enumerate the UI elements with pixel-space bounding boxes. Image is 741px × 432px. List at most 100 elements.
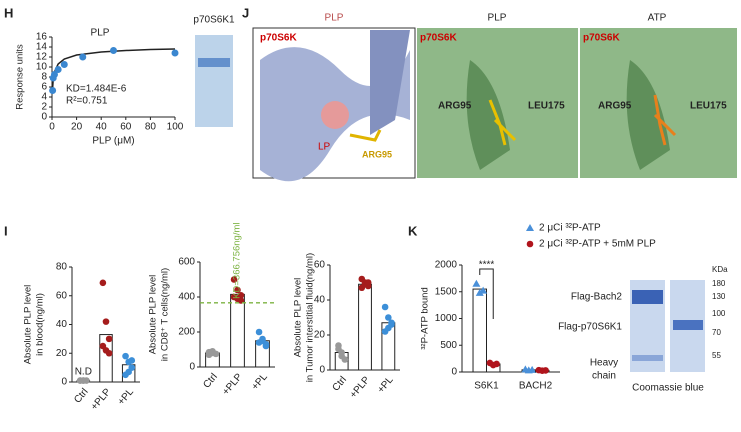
residue-label: ARG95 — [598, 101, 632, 112]
data-point — [171, 49, 179, 57]
legend-label: 2 μCi ³²P-ATP + 5mM PLP — [539, 239, 656, 250]
x-tick-label: Ctrl — [72, 387, 90, 406]
y-tick-label: 40 — [314, 295, 326, 306]
ligand — [653, 94, 677, 146]
y-tick-label: 8 — [41, 72, 47, 83]
y-tick-label: 40 — [56, 319, 68, 330]
y-axis-label: in CD8⁺ T cells(ng/ml) — [160, 268, 171, 361]
x-tick-label: Ctrl — [201, 372, 219, 391]
x-tick-label: 0 — [49, 122, 55, 133]
data-point — [364, 279, 372, 286]
data-point — [234, 286, 241, 294]
residue-label: ARG95 — [362, 149, 392, 159]
data-point — [475, 288, 484, 296]
x-tick-label: +PLP — [220, 371, 245, 397]
structure-title: PLP — [325, 13, 344, 24]
data-point — [122, 352, 129, 360]
x-tick-label: 40 — [96, 122, 108, 133]
y-tick-label: 60 — [56, 290, 68, 301]
ligand — [321, 101, 349, 129]
x-tick-label: BACH2 — [519, 381, 553, 392]
marker-label: 100 — [712, 309, 726, 318]
residue — [349, 129, 382, 142]
y-tick-label: 6 — [41, 82, 47, 93]
marker-label: 55 — [712, 351, 721, 360]
residue-label: LEU175 — [690, 101, 727, 112]
y-tick-label: 1500 — [435, 286, 458, 297]
y-tick-label: 16 — [36, 32, 48, 43]
protein-label: p70S6K — [420, 33, 457, 44]
y-tick-label: 600 — [178, 257, 195, 268]
y-tick-label: 0 — [61, 377, 67, 388]
ligand-label: LP — [318, 142, 331, 153]
data-point — [79, 53, 87, 61]
annotation: N.D — [75, 367, 92, 378]
x-axis-label: PLP (μM) — [92, 136, 134, 147]
y-tick-label: 4 — [41, 92, 47, 103]
marker-label: 130 — [712, 292, 726, 301]
data-point — [237, 297, 245, 304]
data-point — [493, 360, 500, 368]
band-label: chain — [592, 371, 616, 382]
panel-label: I — [4, 223, 8, 238]
y-tick-label: 20 — [56, 348, 68, 359]
legend-label: 2 μCi ³²P-ATP — [539, 223, 601, 234]
data-point — [128, 357, 136, 364]
band-label: Flag-p70S6K1 — [558, 322, 622, 333]
y-tick-label: 2000 — [435, 260, 458, 271]
bar — [230, 293, 245, 368]
data-point — [105, 349, 113, 357]
gel-band — [673, 320, 703, 330]
significance-bracket — [479, 268, 494, 319]
pocket — [466, 60, 510, 170]
x-tick-label: +PL — [250, 371, 270, 392]
y-axis-label: Absolute PLP level — [23, 285, 34, 365]
residue-label: ARG95 — [438, 101, 472, 112]
ligand — [488, 99, 517, 146]
data-point — [472, 279, 481, 287]
x-tick-label: 20 — [71, 122, 83, 133]
reference-label: KD=366.756ng/ml — [232, 222, 243, 298]
marker-label: 180 — [712, 279, 726, 288]
y-tick-label: 12 — [36, 52, 48, 63]
data-point — [338, 349, 345, 356]
y-axis-label: Absolute PLP level — [293, 278, 304, 358]
bar — [472, 288, 487, 373]
structure-title: PLP — [488, 13, 507, 24]
data-point — [526, 224, 534, 231]
panel-label: H — [4, 5, 13, 20]
data-point — [255, 328, 263, 336]
x-tick-label: +PLP — [89, 386, 114, 412]
gel-band — [632, 290, 663, 304]
x-tick-label: +PLP — [348, 374, 373, 400]
data-point — [60, 61, 68, 68]
gel-label: p70S6K1 — [193, 15, 235, 26]
protein-label: p70S6K — [260, 33, 297, 44]
gel-caption: Coomassie blue — [632, 383, 704, 394]
gel-band — [198, 58, 230, 67]
y-axis-label: in Tumor interstitial fluid(ng/ml) — [305, 253, 316, 382]
y-tick-label: 1000 — [435, 313, 458, 324]
marker-unit: KDa — [712, 265, 728, 274]
data-point — [542, 367, 549, 374]
data-point — [54, 66, 62, 73]
data-point — [388, 319, 395, 327]
data-point — [110, 47, 117, 54]
data-point — [259, 337, 266, 345]
residue-label: LEU175 — [528, 101, 565, 112]
marker-label: 70 — [712, 328, 721, 337]
data-point — [125, 368, 132, 376]
data-point — [381, 303, 389, 311]
x-tick-label: S6K1 — [474, 381, 499, 392]
band-label: Flag-Bach2 — [571, 292, 623, 303]
data-point — [385, 324, 392, 332]
data-point — [385, 314, 392, 321]
band-label: Heavy — [590, 358, 618, 369]
y-tick-label: 2 — [41, 102, 47, 113]
data-point — [209, 349, 216, 357]
protein-label: p70S6K — [583, 33, 620, 44]
y-tick-label: 500 — [440, 340, 457, 351]
bar — [358, 283, 372, 371]
y-tick-label: 0 — [319, 365, 325, 376]
